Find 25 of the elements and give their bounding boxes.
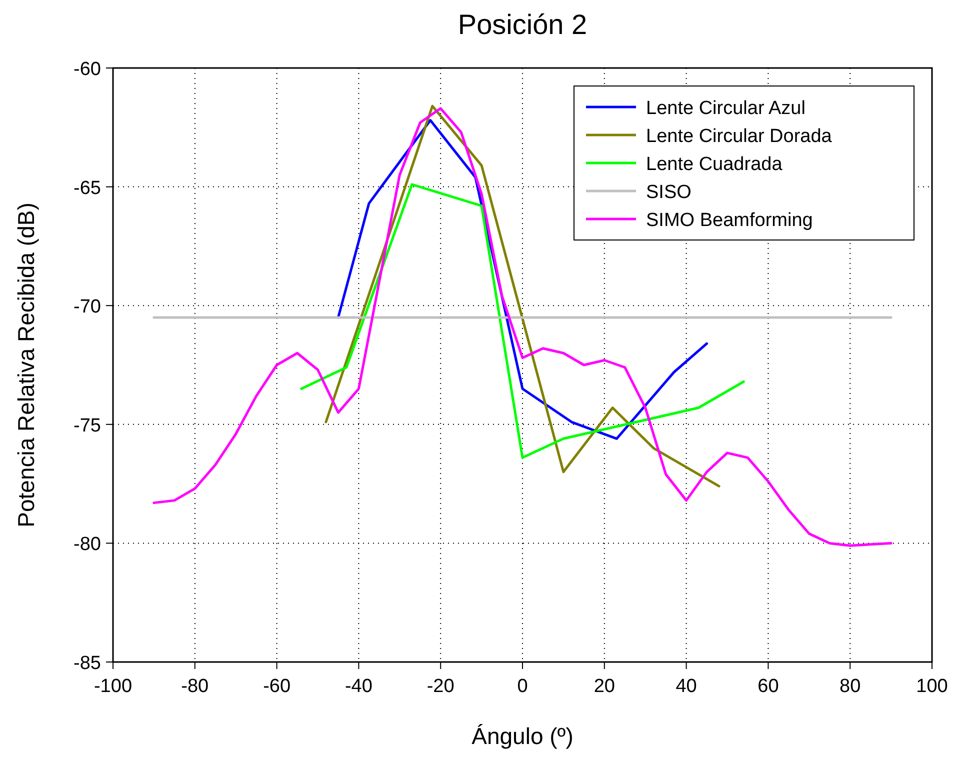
- x-tick-label: 60: [758, 676, 779, 697]
- y-tick-label: -60: [74, 59, 101, 80]
- legend-label: Lente Circular Azul: [646, 98, 806, 119]
- x-tick-label: -100: [94, 676, 132, 697]
- y-tick-label: -75: [74, 415, 101, 436]
- y-axis-title: Potencia Relativa Recibida (dB): [13, 202, 39, 528]
- y-tick-label: -80: [74, 534, 101, 556]
- x-tick-label: -60: [263, 676, 291, 697]
- legend-label: Lente Cuadrada: [646, 154, 783, 175]
- x-tick-label: 100: [916, 676, 948, 697]
- x-tick-label: -20: [426, 676, 454, 697]
- x-axis-title: Ángulo (º): [472, 723, 574, 749]
- x-tick-label: -80: [181, 676, 209, 697]
- y-tick-label: -85: [74, 653, 101, 674]
- x-tick-label: 0: [517, 676, 528, 697]
- x-tick-label: 80: [840, 676, 861, 697]
- legend-label: SISO: [646, 182, 692, 203]
- legend-label: SIMO Beamforming: [646, 210, 813, 231]
- x-tick-label: 20: [594, 676, 615, 697]
- x-tick-label: 40: [676, 676, 697, 697]
- x-tick-label: -40: [344, 676, 372, 697]
- y-tick-label: -70: [74, 296, 101, 318]
- chart-title: Posición 2: [458, 9, 588, 40]
- legend-label: Lente Circular Dorada: [646, 126, 832, 147]
- y-tick-label: -65: [74, 178, 101, 199]
